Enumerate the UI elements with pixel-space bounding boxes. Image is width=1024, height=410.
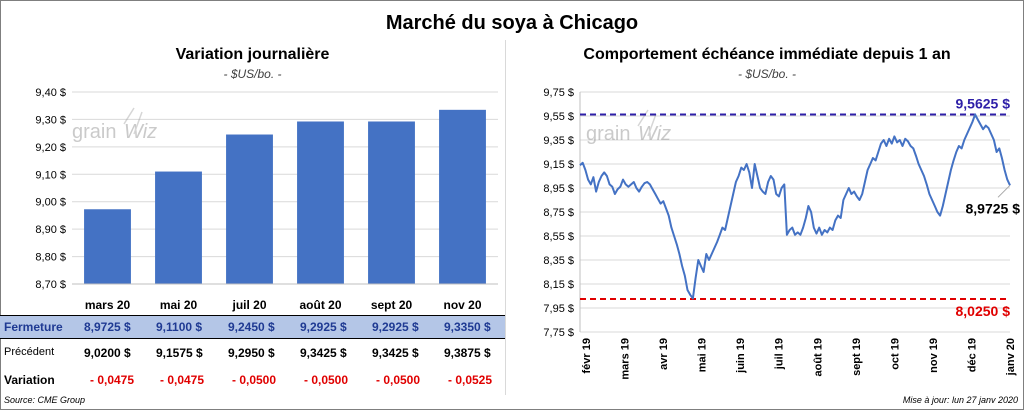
- y-tick-label: 9,00 $: [35, 197, 66, 209]
- x-tick-label: févr 19: [581, 338, 593, 373]
- x-tick-label: sept 20: [371, 298, 413, 312]
- right-chart-title: Comportement échéance immédiate depuis 1…: [583, 46, 951, 63]
- left-chart-title: Variation journalière: [175, 46, 330, 63]
- table-cell: - 0,0500: [304, 373, 349, 387]
- table-cell: 9,2925 $: [300, 320, 347, 334]
- update-note: Mise à jour: lun 27 janv 2020: [902, 395, 1018, 405]
- table-cell: 9,1575 $: [156, 346, 203, 360]
- x-tick-label: sept 19: [851, 338, 863, 376]
- table-row-fermeture: Fermeture 8,9725 $ 9,1100 $ 9,2450 $ 9,2…: [0, 315, 505, 339]
- last-value-label: 8,9725 $: [966, 200, 1021, 216]
- bar: [368, 121, 415, 284]
- x-tick-label: juil 19: [774, 338, 786, 370]
- x-tick-label: déc 19: [966, 338, 978, 372]
- bar-chart: 8,70 $ 8,80 $ 8,90 $ 9,00 $ 9,10 $ 9,20 $ 9,30…: [35, 87, 498, 312]
- panel-divider: [505, 40, 506, 395]
- y-tick-label: 9,35 $: [543, 135, 574, 147]
- page-title: Marché du soya à Chicago: [385, 12, 639, 34]
- left-chart-units: - $US/bo. -: [223, 67, 282, 81]
- y-tick-label: 8,90 $: [35, 224, 66, 236]
- bar: [226, 134, 273, 284]
- table-cell: - 0,0475: [90, 373, 135, 387]
- grainwiz-watermark: grain Wiz: [586, 109, 671, 145]
- y-tick-label: 8,95 $: [543, 183, 574, 195]
- bar: [297, 121, 344, 284]
- y-tick-label: 9,75 $: [543, 87, 574, 99]
- y-tick-label: 8,55 $: [543, 231, 574, 243]
- x-tick-label: août 20: [299, 298, 341, 312]
- table-row-variation: Variation - 0,0475 - 0,0475 - 0,0500 - 0…: [0, 369, 505, 391]
- table-cell: 9,3425 $: [300, 346, 347, 360]
- series-line: [579, 113, 1011, 300]
- x-tick-label: avr 19: [658, 338, 670, 370]
- table-cell: 8,9725 $: [84, 320, 131, 334]
- watermark-text: Wiz: [638, 123, 671, 145]
- x-tick-label: oct 19: [889, 338, 901, 370]
- x-tick-label: nov 19: [928, 338, 940, 373]
- y-tick-label: 9,30 $: [35, 114, 66, 126]
- watermark-stalk: [123, 107, 143, 135]
- line-chart: 7,75 $ 7,95 $ 8,15 $ 8,35 $ 8,55 $ 8,75 $ 8,95…: [543, 87, 1021, 380]
- last-value-leader: [997, 184, 1011, 198]
- y-tick-label: 8,70 $: [35, 279, 66, 291]
- table-cell: - 0,0500: [232, 373, 277, 387]
- low-label: 8,0250 $: [956, 303, 1011, 319]
- watermark-text: grain: [586, 123, 630, 145]
- watermark-text: Wiz: [124, 121, 157, 143]
- y-tick-label: 9,15 $: [543, 159, 574, 171]
- x-tick-label: juil 20: [231, 298, 266, 312]
- table-cell: 9,2950 $: [228, 346, 275, 360]
- table-cell: 9,0200 $: [84, 346, 131, 360]
- watermark-text: grain: [72, 121, 116, 143]
- high-label: 9,5625 $: [956, 96, 1011, 112]
- source-note: Source: CME Group: [4, 395, 86, 405]
- y-tick-label: 8,15 $: [543, 279, 574, 291]
- x-tick-label: mars 20: [85, 298, 131, 312]
- x-tick-label: mai 20: [160, 298, 198, 312]
- table-cell: 9,1100 $: [156, 320, 203, 334]
- grainwiz-watermark: grain Wiz: [72, 107, 157, 143]
- y-tick-label: 8,80 $: [35, 252, 66, 264]
- table-cell: - 0,0525: [448, 373, 493, 387]
- x-tick-label: mai 19: [697, 338, 709, 372]
- y-tick-label: 7,75 $: [543, 327, 574, 339]
- table-row-precedent: Précédent 9,0200 $ 9,1575 $ 9,2950 $ 9,3…: [0, 342, 505, 364]
- table-cell: 9,3425 $: [372, 346, 419, 360]
- bar: [439, 109, 486, 284]
- table-cell: - 0,0500: [376, 373, 421, 387]
- right-chart-units: - $US/bo. -: [737, 67, 797, 81]
- y-tick-label: 9,20 $: [35, 142, 66, 154]
- y-tick-label: 7,95 $: [543, 303, 574, 315]
- row-label-precedent: Précédent: [4, 346, 55, 358]
- bar: [84, 209, 131, 284]
- watermark-stalk: [637, 109, 657, 137]
- x-tick-label: janv 20: [1005, 338, 1017, 376]
- y-tick-label: 9,40 $: [35, 87, 66, 99]
- table-cell: - 0,0475: [160, 373, 205, 387]
- table-cell: 9,2450 $: [228, 320, 275, 334]
- x-tick-label: juin 19: [735, 338, 747, 374]
- table-cell: 9,2925 $: [372, 320, 419, 334]
- x-tick-label: mars 19: [620, 338, 632, 380]
- y-tick-label: 9,10 $: [35, 169, 66, 181]
- y-tick-label: 9,55 $: [543, 111, 574, 123]
- x-tick-label: août 19: [812, 338, 824, 377]
- bar: [155, 171, 202, 284]
- x-tick-label: nov 20: [443, 298, 481, 312]
- y-tick-label: 8,35 $: [543, 255, 574, 267]
- row-label-variation: Variation: [4, 373, 55, 387]
- y-tick-label: 8,75 $: [543, 207, 574, 219]
- row-label-fermeture: Fermeture: [4, 320, 63, 334]
- table-cell: 9,3350 $: [444, 320, 491, 334]
- table-cell: 9,3875 $: [444, 346, 491, 360]
